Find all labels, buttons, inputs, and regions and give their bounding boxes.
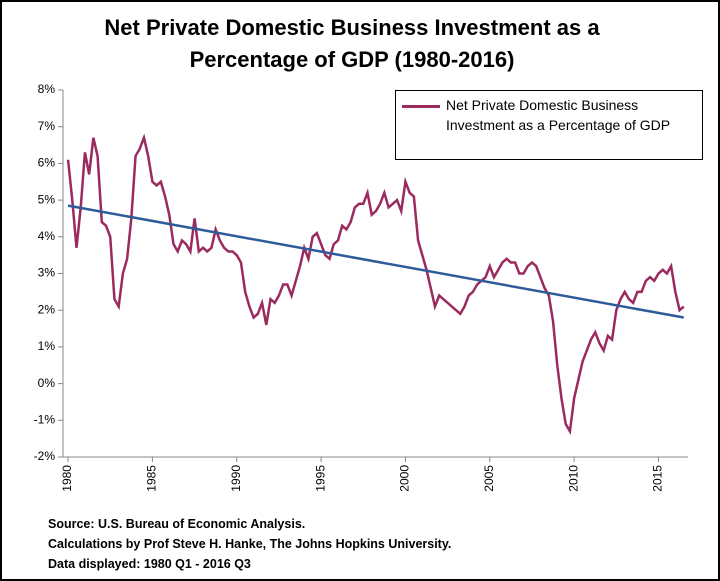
x-tick-label: 1985 <box>145 465 159 492</box>
y-tick-label: 1% <box>38 339 56 353</box>
y-tick-label: 8% <box>38 82 56 96</box>
x-tick-label: 2010 <box>566 465 580 492</box>
y-tick-label: -2% <box>34 449 56 463</box>
x-tick-label: 1980 <box>60 465 74 492</box>
chart-title: Net Private Domestic Business Investment… <box>104 15 600 72</box>
legend-label: Net Private Domestic Business Investment… <box>446 97 671 133</box>
y-tick-label: 5% <box>38 192 56 206</box>
x-tick-label: 1995 <box>313 465 327 492</box>
x-tick-label: 2015 <box>651 465 665 492</box>
line-series <box>66 133 685 436</box>
trend-line <box>67 204 685 319</box>
y-tick-label: 2% <box>38 302 56 316</box>
y-tick-label: 6% <box>38 156 56 170</box>
y-tick-label: 4% <box>38 229 56 243</box>
y-tick-label: -1% <box>34 412 56 426</box>
notes: Source: U.S. Bureau of Economic Analysis… <box>48 514 451 574</box>
note: Calculations by Prof Steve H. Hanke, The… <box>48 537 452 551</box>
x-tick-label: 1990 <box>229 465 243 492</box>
y-tick-label: 7% <box>38 119 56 133</box>
y-tick-label: 3% <box>38 266 56 280</box>
note: Data displayed: 1980 Q1 - 2016 Q3 <box>48 557 251 571</box>
y-tick-label: 0% <box>38 376 56 390</box>
x-tick-label: 2005 <box>482 465 496 492</box>
legend-swatch <box>402 105 440 108</box>
legend: Net Private Domestic Business Investment… <box>395 90 703 160</box>
note: Source: U.S. Bureau of Economic Analysis… <box>48 517 306 531</box>
x-tick-label: 2000 <box>398 465 412 492</box>
